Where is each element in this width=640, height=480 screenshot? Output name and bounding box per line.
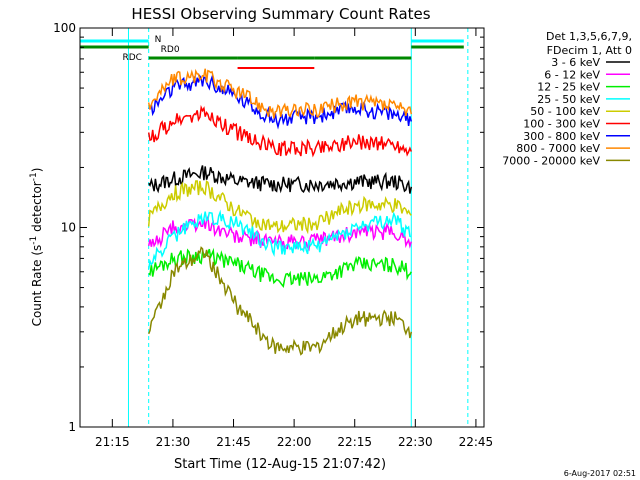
legend-item-label: 50 - 100 keV [530, 105, 600, 118]
flag-label-n: N [155, 35, 162, 45]
y-tick-label: 100 [53, 21, 76, 35]
y-axis-label-exp2: -1 [29, 172, 39, 181]
x-tick-label: 22:00 [277, 435, 312, 449]
y-axis-label-suffix: ) [30, 168, 44, 173]
x-tick-label: 22:45 [459, 435, 494, 449]
series-line [148, 247, 412, 288]
plot-frame [79, 27, 485, 428]
timestamp: 6-Aug-2017 02:51 [564, 469, 636, 478]
x-tick-label: 21:30 [156, 435, 191, 449]
x-tick-label: 22:30 [398, 435, 433, 449]
legend-item-label: 3 - 6 keV [551, 56, 600, 69]
flag-label-rd0: RD0 [161, 45, 180, 55]
legend-item-label: 300 - 800 keV [523, 130, 600, 143]
legend-item-label: 6 - 12 keV [544, 68, 600, 81]
x-tick-label: 21:15 [95, 435, 130, 449]
legend-item-label: 7000 - 20000 keV [502, 154, 600, 167]
legend-item-label: 100 - 300 keV [523, 118, 600, 131]
y-tick-label: 1 [68, 420, 76, 434]
legend: Det 1,3,5,6,7,9,FDecim 1, Att 03 - 6 keV… [502, 30, 632, 167]
series-line [147, 209, 412, 270]
x-tick-label: 21:45 [216, 435, 251, 449]
y-axis-label-exp1: -1 [29, 236, 39, 245]
legend-header-line: FDecim 1, Att 0 [547, 44, 632, 57]
series-line [147, 180, 412, 235]
series-line [147, 104, 412, 158]
legend-item-label: 800 - 7000 keV [516, 142, 600, 155]
legend-header-line: Det 1,3,5,6,7,9, [546, 30, 632, 43]
legend-item-label: 25 - 50 keV [537, 93, 600, 106]
y-axis-label-mid: detector [30, 181, 44, 236]
flag-label-rdc: RDC [122, 53, 141, 63]
y-tick-label: 10 [61, 221, 76, 235]
series-line [147, 68, 413, 119]
y-axis-label-prefix: Count Rate (s [30, 245, 44, 327]
series-line [147, 214, 413, 252]
x-axis-label: Start Time (12-Aug-15 21:07:42) [174, 457, 386, 472]
series-line [148, 246, 413, 356]
chart-title: HESSI Observing Summary Count Rates [131, 5, 430, 23]
series-line [148, 165, 413, 194]
series-line [148, 74, 413, 130]
x-tick-label: 22:15 [337, 435, 372, 449]
legend-item-label: 12 - 25 keV [537, 81, 600, 94]
y-axis-label: Count Rate (s-1 detector-1) [29, 168, 44, 327]
